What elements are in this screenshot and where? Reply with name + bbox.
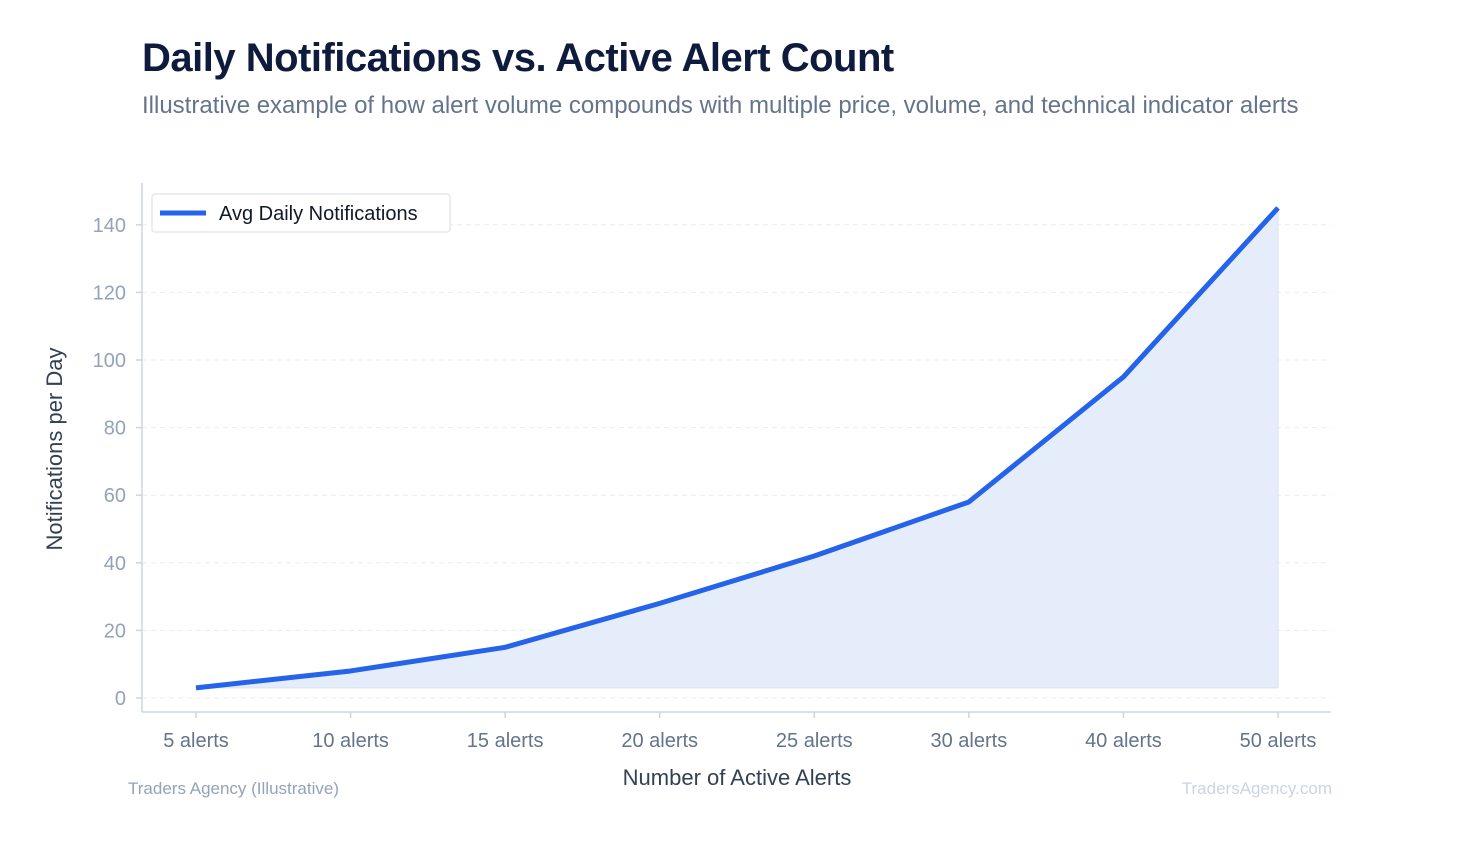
legend: Avg Daily Notifications [151, 193, 451, 233]
x-axis-title: Number of Active Alerts [623, 765, 852, 790]
y-tick-label-40: 40 [104, 553, 126, 575]
series-line [195, 206, 1280, 691]
chart-subtitle: Illustrative example of how alert volume… [142, 92, 1299, 119]
watermark: TradersAgency.com [1181, 779, 1332, 798]
x-tick-label-3: 20 alerts [621, 730, 698, 752]
x-tick-label-5: 30 alerts [930, 730, 1007, 752]
chart-title: Daily Notifications vs. Active Alert Cou… [142, 36, 894, 80]
y-tick-label-80: 80 [104, 418, 126, 440]
y-tick-labels: 0 20 40 60 80 100 120 140 [93, 215, 126, 710]
x-tick-labels: 5 alerts 10 alerts 15 alerts 20 alerts 25 al… [163, 730, 1316, 752]
area-fill [195, 206, 1279, 689]
series-line-layer [195, 206, 1280, 691]
y-tick-label-20: 20 [104, 620, 126, 642]
y-tick-label-60: 60 [104, 485, 126, 507]
x-tick-label-7: 50 alerts [1240, 730, 1317, 752]
legend-box [151, 193, 451, 233]
area-layer [195, 206, 1279, 689]
x-tick-label-6: 40 alerts [1085, 730, 1162, 752]
source-note: Traders Agency (Illustrative) [128, 779, 339, 798]
y-tick-label-0: 0 [115, 688, 126, 710]
y-axis-title: Notifications per Day [42, 348, 67, 551]
x-tick-label-1: 10 alerts [312, 730, 389, 752]
x-tick-label-2: 15 alerts [467, 730, 544, 752]
y-tick-label-120: 120 [93, 282, 126, 304]
y-tick-label-140: 140 [93, 215, 126, 237]
axes [136, 183, 1331, 718]
x-tick-label-0: 5 alerts [163, 730, 229, 752]
y-tick-label-100: 100 [93, 350, 126, 372]
x-tick-label-4: 25 alerts [776, 730, 853, 752]
legend-label: Avg Daily Notifications [219, 203, 418, 225]
